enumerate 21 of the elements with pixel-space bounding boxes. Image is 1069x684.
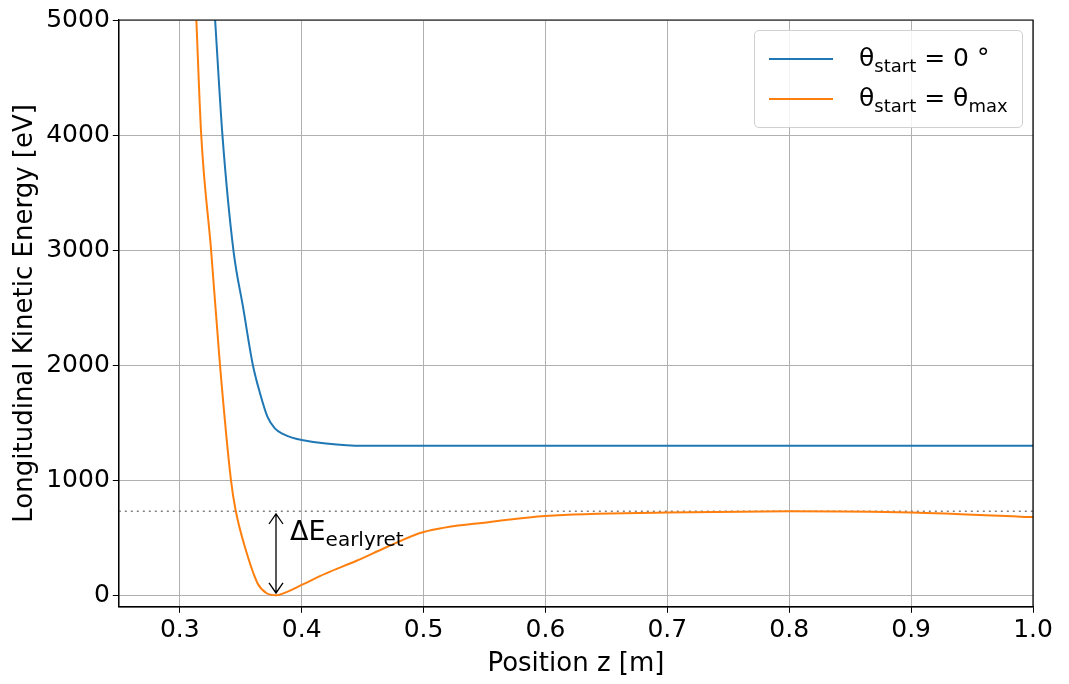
x-tick-label: 0.4 [281, 614, 322, 644]
y-axis-title: Longitudinal Kinetic Energy [eV] [8, 104, 39, 523]
y-tick-label: 0 [93, 578, 110, 608]
x-tick-label: 0.6 [525, 614, 566, 644]
legend-label: θ$_{start}$ = 0 ° [859, 42, 990, 76]
y-tick-label: 3000 [46, 233, 110, 263]
y-tick-label: 5000 [46, 3, 110, 33]
y-tick-label: 1000 [46, 463, 110, 493]
x-tick-label: 0.8 [769, 614, 810, 644]
line-series [214, 20, 1033, 447]
y-tick-label: 2000 [46, 348, 110, 378]
x-tick-label: 0.3 [159, 614, 200, 644]
line-series [195, 20, 1033, 597]
x-axis-title: Position z [m] [487, 647, 665, 678]
x-tick-label: 0.7 [647, 614, 688, 644]
x-tick-label: 0.9 [891, 614, 931, 644]
y-tick-label: 4000 [46, 118, 110, 148]
annotation: ΔE$_{earlyret}$ [290, 515, 404, 552]
x-tick-label: 1.0 [1013, 614, 1053, 644]
legend-label: θ$_{start}$ = θ$_{max}$ [859, 82, 1008, 116]
x-tick-label: 0.5 [403, 614, 444, 644]
